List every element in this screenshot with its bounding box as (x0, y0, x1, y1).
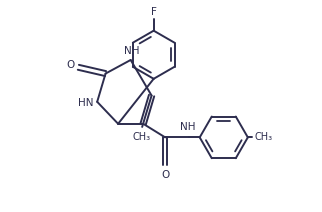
Text: HN: HN (78, 98, 93, 108)
Text: NH: NH (180, 122, 196, 132)
Text: F: F (151, 7, 156, 17)
Text: CH₃: CH₃ (254, 132, 272, 142)
Text: NH: NH (124, 46, 139, 56)
Text: O: O (161, 170, 169, 180)
Text: CH₃: CH₃ (132, 132, 150, 142)
Text: O: O (66, 60, 75, 70)
